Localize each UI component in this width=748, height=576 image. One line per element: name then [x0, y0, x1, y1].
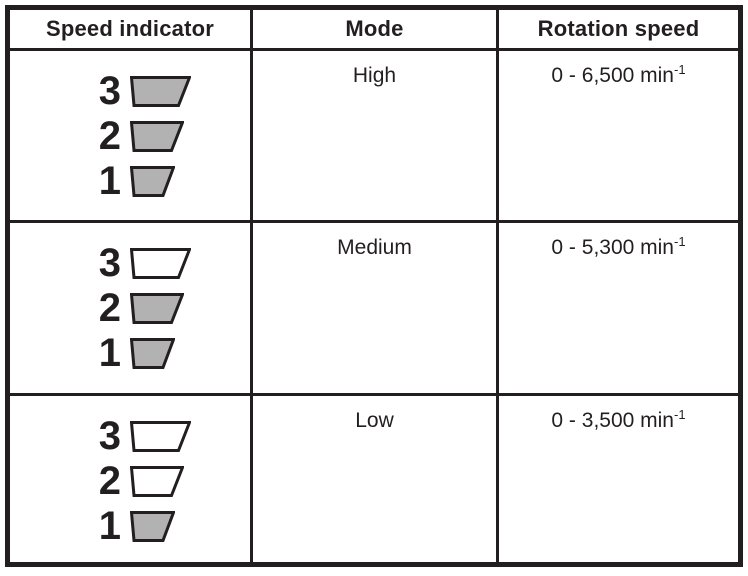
speed-level-3: 3 [86, 69, 250, 113]
level-2-number: 2 [98, 114, 121, 158]
rotation-speed-exponent: -1 [674, 62, 686, 77]
speed-level-2: 2 [86, 286, 250, 330]
level-1-bar-icon [130, 511, 175, 542]
level-3-number: 3 [98, 414, 121, 458]
speed-level-2: 2 [86, 459, 250, 503]
level-1-number: 1 [98, 504, 121, 548]
speed-settings-table: Speed indicator Mode Rotation speed 3 2 [5, 5, 743, 567]
header-rotation-speed: Rotation speed [499, 10, 738, 51]
level-1-bar-shape [130, 166, 175, 197]
rotation-speed-value: 0 - 3,500 min [551, 409, 674, 432]
level-3-bar-icon [130, 248, 191, 279]
speed-cell-high: 0 - 6,500 min-1 [499, 51, 738, 223]
level-1-number: 1 [98, 159, 121, 203]
rotation-speed-value: 0 - 5,300 min [551, 236, 674, 259]
indicator-cell-medium: 3 2 1 [10, 223, 253, 396]
indicator-cell-high: 3 2 1 [10, 51, 253, 223]
level-3-bar-shape [130, 76, 191, 107]
level-1-bar-shape [130, 511, 175, 542]
speed-cell-low: 0 - 3,500 min-1 [499, 396, 738, 562]
level-2-bar-shape [130, 293, 184, 324]
mode-label: Low [355, 409, 394, 432]
level-1-bar-icon [130, 166, 175, 197]
speed-cell-medium: 0 - 5,300 min-1 [499, 223, 738, 396]
mode-cell-low: Low [253, 396, 499, 562]
mode-label: Medium [337, 236, 412, 259]
header-rotation-speed-label: Rotation speed [537, 16, 700, 41]
mode-cell-high: High [253, 51, 499, 223]
level-1-bar-shape [130, 338, 175, 369]
level-3-bar-shape [130, 421, 191, 452]
level-2-bar-icon [130, 293, 184, 324]
speed-level-2: 2 [86, 114, 250, 158]
level-1-number: 1 [98, 331, 121, 375]
header-speed-indicator: Speed indicator [10, 10, 253, 51]
level-3-bar-shape [130, 248, 191, 279]
rotation-speed-value: 0 - 6,500 min [551, 64, 674, 87]
rotation-speed-exponent: -1 [674, 234, 686, 249]
level-2-number: 2 [98, 459, 121, 503]
speed-level-3: 3 [86, 241, 250, 285]
level-3-number: 3 [98, 69, 121, 113]
level-3-bar-icon [130, 421, 191, 452]
speed-level-3: 3 [86, 414, 250, 458]
level-2-bar-shape [130, 466, 184, 497]
level-3-bar-icon [130, 76, 191, 107]
mode-label: High [352, 64, 397, 87]
speed-level-1: 1 [86, 159, 250, 203]
indicator-cell-low: 3 2 1 [10, 396, 253, 562]
header-speed-indicator-label: Speed indicator [45, 16, 215, 41]
level-1-bar-icon [130, 338, 175, 369]
speed-level-1: 1 [86, 331, 250, 375]
speed-level-1: 1 [86, 504, 250, 548]
header-mode-label: Mode [345, 16, 404, 41]
level-2-number: 2 [98, 286, 121, 330]
mode-cell-medium: Medium [253, 223, 499, 396]
level-3-number: 3 [98, 241, 121, 285]
level-2-bar-icon [130, 466, 184, 497]
level-2-bar-shape [130, 121, 184, 152]
rotation-speed-exponent: -1 [674, 407, 686, 422]
header-mode: Mode [253, 10, 499, 51]
level-2-bar-icon [130, 121, 184, 152]
